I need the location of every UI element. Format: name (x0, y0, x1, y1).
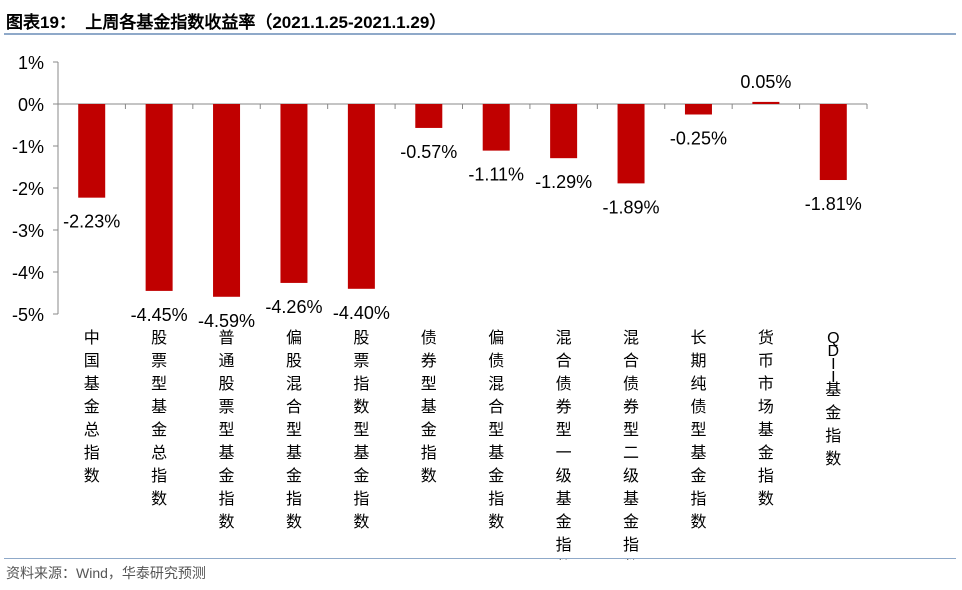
bar (617, 104, 645, 184)
bar (752, 101, 780, 104)
source-note: 资料来源：Wind，华泰研究预测 (6, 565, 206, 581)
bar (347, 104, 375, 289)
data-label: -1.89% (603, 197, 660, 217)
data-label: 0.05% (740, 72, 791, 92)
data-label: -4.59% (198, 311, 255, 331)
data-label: -4.40% (333, 303, 390, 323)
data-label: -1.29% (535, 172, 592, 192)
source-divider (4, 558, 956, 559)
category-label: 长期纯债型基金指数 (690, 329, 706, 531)
category-label: 股票型基金总指数 (151, 329, 167, 508)
data-label: -2.23% (63, 212, 120, 232)
y-tick-label: -4% (12, 263, 44, 283)
data-label: -4.45% (131, 305, 188, 325)
category-label: 中国基金总指数 (84, 329, 100, 485)
bar (819, 104, 847, 181)
data-label: -4.26% (265, 297, 322, 317)
category-label: 股票指数型基金指数 (353, 329, 369, 531)
category-label: 偏债混合型基金指数 (488, 329, 504, 531)
bar (550, 104, 578, 159)
chart-title: 图表19： 上周各基金指数收益率（2021.1.25-2021.1.29） (6, 13, 447, 32)
bar (145, 104, 173, 291)
category-label: 债券型基金指数 (421, 329, 437, 485)
category-label: 混合债券型一级基金指数 (556, 329, 572, 560)
y-tick-label: -5% (12, 305, 44, 325)
data-label: -0.25% (670, 129, 727, 149)
category-label: 货币市场基金指数 (758, 329, 774, 508)
bar (213, 104, 241, 297)
bar (684, 104, 712, 115)
category-label: Q D I I 基金指数 (825, 330, 841, 468)
bar (280, 104, 308, 283)
bar (482, 104, 510, 151)
bar (415, 104, 443, 128)
title-divider (4, 33, 956, 35)
bar (78, 104, 106, 198)
y-tick-label: 1% (18, 53, 44, 73)
data-label: -1.11% (468, 165, 524, 185)
data-label: -1.81% (805, 194, 862, 214)
category-label: 混合债券型二级基金指数 (623, 329, 639, 560)
y-tick-label: -3% (12, 221, 44, 241)
category-label: 普通股票型基金指数 (219, 329, 235, 531)
bar-chart: 1% 0% -1% -2% -3% -4% -5% -2.23% 中国基金总指数 -4.45% 股票… (12, 53, 868, 560)
y-tick-label: -2% (12, 179, 44, 199)
y-tick-label: -1% (12, 137, 44, 157)
category-label: 偏股混合型基金指数 (286, 329, 302, 531)
data-label: -0.57% (400, 142, 457, 162)
y-tick-label: 0% (18, 95, 44, 115)
